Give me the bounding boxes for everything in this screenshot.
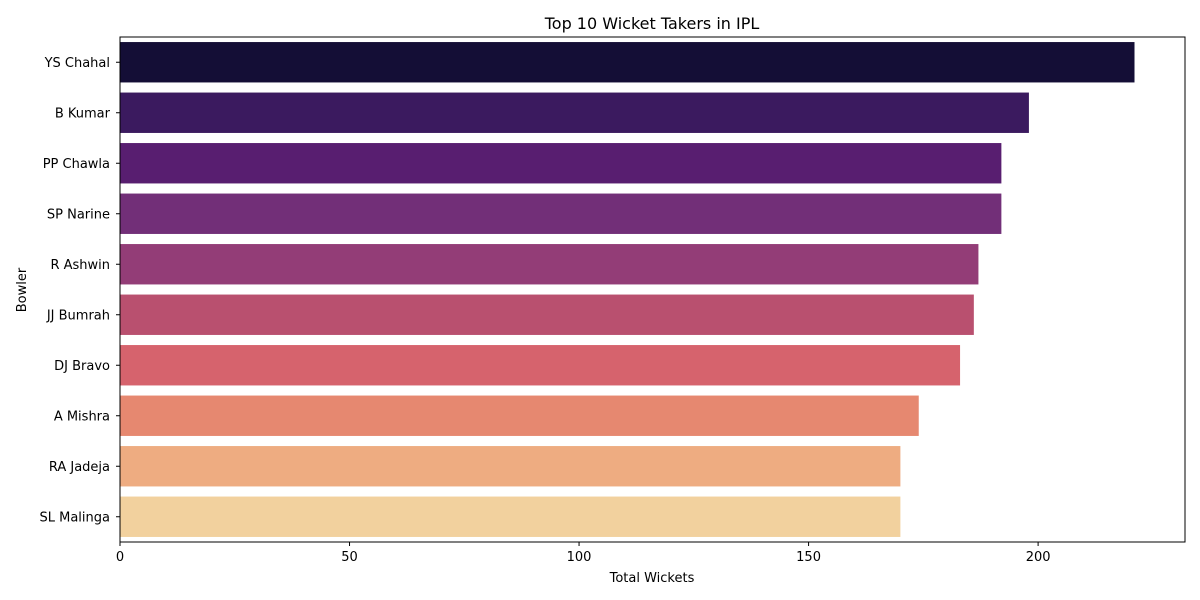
bar-jj-bumrah — [120, 294, 974, 335]
bar-pp-chawla — [120, 143, 1002, 184]
y-ticks-group: YS Chahal B Kumar PP Chawla SP Narine R Ashw… — [40, 56, 120, 525]
bar-ys-chahal — [120, 42, 1135, 83]
bar-r-ashwin — [120, 244, 979, 285]
x-tick-label: 0 — [116, 550, 124, 565]
y-tick-label: PP Chawla — [43, 157, 110, 172]
y-tick-label: DJ Bravo — [54, 359, 110, 374]
y-tick-label: SP Narine — [47, 207, 110, 222]
y-tick-label: SL Malinga — [40, 510, 111, 525]
y-tick-label: B Kumar — [55, 106, 111, 121]
x-axis-label: Total Wickets — [609, 571, 695, 586]
plot-frame — [119, 36, 1186, 543]
y-tick-label: R Ashwin — [50, 258, 110, 273]
y-tick-label: YS Chahal — [44, 56, 110, 71]
bar-a-mishra — [120, 395, 919, 436]
bars-group — [120, 42, 1135, 537]
y-tick-label: A Mishra — [54, 409, 110, 424]
bar-sp-narine — [120, 193, 1002, 234]
x-tick-label: 150 — [796, 550, 821, 565]
bar-dj-bravo — [120, 345, 961, 386]
y-axis-label: Bowler — [15, 267, 30, 312]
y-tick-label: JJ Bumrah — [46, 308, 110, 323]
bar-sl-malinga — [120, 496, 901, 537]
x-ticks-group: 0 50 100 150 200 — [116, 542, 1051, 565]
x-tick-label: 200 — [1026, 550, 1051, 565]
x-tick-label: 100 — [567, 550, 592, 565]
x-tick-label: 50 — [341, 550, 358, 565]
bar-b-kumar — [120, 92, 1029, 133]
bar-ra-jadeja — [120, 446, 901, 487]
chart-title: Top 10 Wicket Takers in IPL — [544, 14, 760, 33]
y-tick-label: RA Jadeja — [49, 460, 110, 475]
